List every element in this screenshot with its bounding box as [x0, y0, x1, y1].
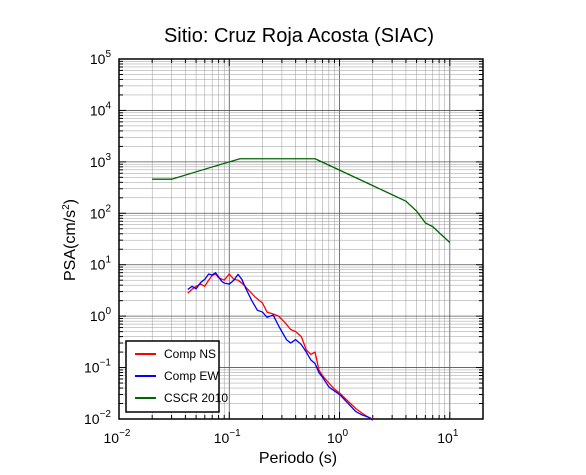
- x-tick-label: 101: [437, 428, 459, 446]
- y-axis-label-close: ): [62, 199, 79, 204]
- y-tick-label: 105: [90, 49, 112, 67]
- legend: Comp NS Comp EW CSCR 2010: [125, 340, 228, 413]
- series-line-cscr-2010: [152, 158, 451, 244]
- y-tick-label: 104: [90, 100, 112, 118]
- x-tick-label: 100: [327, 428, 349, 446]
- y-axis-label-main: PSA(cm/s: [62, 210, 79, 281]
- y-tick-label: 10−1: [84, 358, 111, 376]
- y-axis-label: PSA(cm/s2): [61, 199, 79, 281]
- y-tick-label: 10−2: [84, 409, 111, 427]
- legend-label: Comp EW: [164, 369, 219, 383]
- x-tick-label: 10−2: [104, 428, 131, 446]
- grid: [118, 58, 484, 420]
- y-tick-label: 102: [90, 203, 112, 221]
- series-line-comp-ns: [187, 273, 373, 420]
- x-tick-label: 10−1: [214, 428, 241, 446]
- y-tick-label: 101: [90, 255, 112, 273]
- y-tick-label: 100: [90, 306, 112, 324]
- series-line-comp-ew: [187, 272, 374, 421]
- plot-frame: [118, 58, 484, 420]
- legend-label: Comp NS: [164, 347, 216, 361]
- x-axis-label: Periodo (s): [259, 450, 337, 467]
- chart-title: Sitio: Cruz Roja Acosta (SIAC): [164, 25, 434, 47]
- axis-ticks: 10−2 10−1 100 101 10−2 10−1 100 101 102 103 104 105: [84, 49, 484, 446]
- legend-label: CSCR 2010: [164, 391, 228, 405]
- series-lines: [152, 158, 451, 421]
- y-tick-label: 103: [90, 152, 112, 170]
- y-axis-label-sup: 2: [61, 204, 72, 210]
